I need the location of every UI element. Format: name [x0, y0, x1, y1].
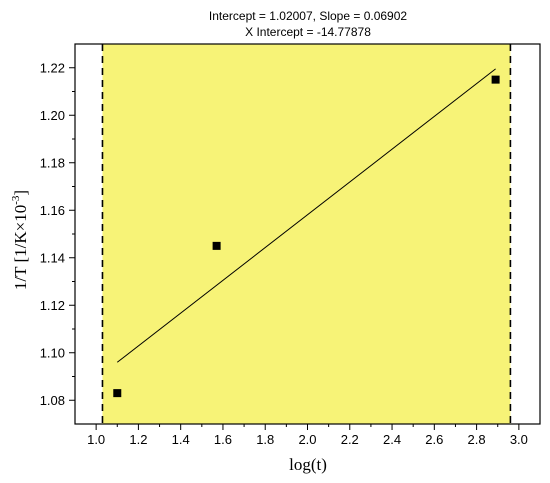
y-tick-label: 1.08	[40, 393, 65, 408]
y-tick-label: 1.16	[40, 203, 65, 218]
y-axis-label-end: ]	[11, 190, 30, 196]
y-tick-label: 1.22	[40, 60, 65, 75]
y-axis-label-main: 1/T [1/K×10	[11, 205, 30, 290]
x-tick-label: 1.6	[214, 432, 232, 447]
y-tick-label: 1.20	[40, 108, 65, 123]
chart-title-line2: X Intercept = -14.77878	[245, 25, 371, 39]
chart-title-line1: Intercept = 1.02007, Slope = 0.06902	[209, 9, 407, 23]
x-tick-label: 1.0	[87, 432, 105, 447]
y-axis-label: 1/T [1/K×10-3]	[10, 190, 30, 290]
y-tick-label: 1.12	[40, 298, 65, 313]
y-axis-ticks: 1.08 1.10 1.12 1.14 1.16 1.18 1.20 1.22	[40, 60, 75, 408]
y-tick-label: 1.14	[40, 250, 65, 265]
x-tick-label: 2.0	[298, 432, 316, 447]
x-tick-label: 1.8	[256, 432, 274, 447]
x-axis-label: log(t)	[289, 455, 327, 474]
x-tick-label: 2.2	[341, 432, 359, 447]
x-tick-label: 1.2	[129, 432, 147, 447]
x-tick-label: 2.4	[383, 432, 401, 447]
data-point-2	[212, 241, 221, 250]
x-tick-label: 2.6	[425, 432, 443, 447]
x-tick-label: 1.4	[172, 432, 190, 447]
x-tick-label: 2.8	[468, 432, 486, 447]
data-point-1	[113, 389, 122, 398]
fit-line	[116, 68, 496, 363]
data-point-3	[491, 75, 500, 84]
shaded-region	[102, 44, 511, 424]
data-points	[113, 75, 500, 398]
y-tick-label: 1.10	[40, 345, 65, 360]
y-tick-label: 1.18	[40, 155, 65, 170]
x-axis-ticks: 1.0 1.2 1.4 1.6 1.8 2.0 2.2 2.4 2.6 2.8 3.0	[87, 424, 528, 447]
x-tick-label: 3.0	[510, 432, 528, 447]
y-axis-label-sup: -3	[10, 195, 22, 205]
